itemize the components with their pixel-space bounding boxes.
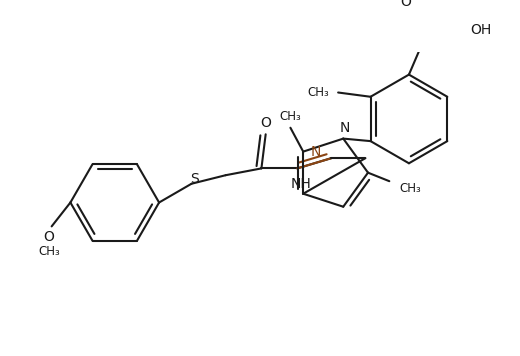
Text: O: O <box>44 230 55 245</box>
Text: O: O <box>400 0 411 9</box>
Text: NH: NH <box>291 177 312 191</box>
Text: CH₃: CH₃ <box>399 182 421 194</box>
Text: CH₃: CH₃ <box>308 86 330 99</box>
Text: N: N <box>311 145 321 159</box>
Text: CH₃: CH₃ <box>280 110 301 123</box>
Text: OH: OH <box>470 23 491 37</box>
Text: N: N <box>340 121 350 135</box>
Text: CH₃: CH₃ <box>38 246 60 258</box>
Text: O: O <box>260 116 271 130</box>
Text: S: S <box>190 173 199 187</box>
